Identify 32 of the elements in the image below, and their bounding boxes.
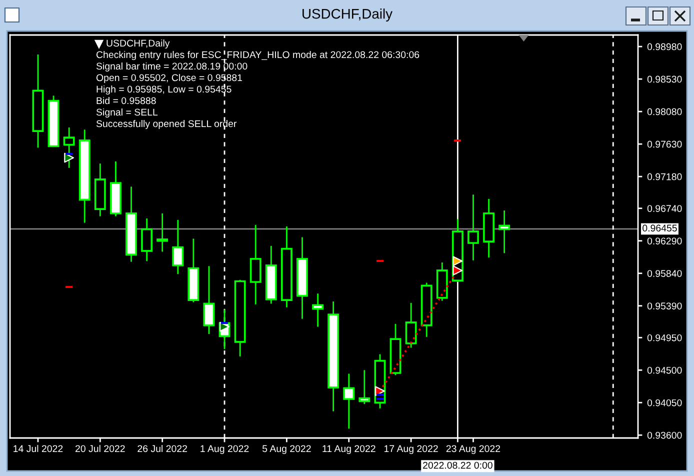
x-tick-label: 17 Aug 2022 [384,445,438,454]
x-tick-label: 26 Jul 2022 [138,444,187,452]
y-tick-label: 0.95840 [647,270,682,277]
x-tick-label: 2022.08.22 0:00 [423,462,492,469]
y-tick-label: 0.96290 [647,238,682,244]
annotation: Successfully opened SELL order [96,120,237,130]
annotation: USDCHF,Daily [106,39,170,49]
y-tick-label: 0.97630 [647,140,682,148]
y-tick-label: 0.98980 [647,43,682,50]
y-tick-label: 0.94950 [647,334,682,342]
x-tick-label: 1 Aug 2022 [200,445,249,454]
annotation: Signal bar time = 2022.08.19 00:00 [96,62,248,72]
annotation: Signal = SELL [96,108,158,118]
y-tick-label: 0.96740 [647,205,682,212]
y-tick-label: 0.93600 [647,432,682,439]
x-tick-label: 14 Jul 2022 [14,444,63,452]
y-tick-label: 0.94050 [647,399,682,406]
y-tick-label: 0.94500 [647,366,682,374]
annotation: Checking entry rules for ESC_FRIDAY_HILO mode at 2022.08.22 06:30:06 [96,50,420,60]
y-tick-label: 0.98080 [647,108,682,116]
y-tick-label: 0.97180 [647,173,682,180]
y-tick-label: 0.95390 [647,302,682,310]
chart-title: USDCHF,Daily [302,8,392,22]
x-tick-label: 11 Aug 2022 [322,445,376,454]
x-tick-label: 5 Aug 2022 [262,445,311,454]
annotation: Open = 0.95502, Close = 0.95881 [96,74,242,84]
annotation: Bid = 0.95888 [96,96,156,104]
ref-line-label: 0.96455 [642,224,677,232]
y-tick-label: 0.98530 [647,76,682,83]
annotation: High = 0.95985, Low = 0.95455 [96,85,232,95]
x-tick-label: 20 Jul 2022 [76,444,125,452]
x-tick-label: 23 Aug 2022 [446,445,500,454]
